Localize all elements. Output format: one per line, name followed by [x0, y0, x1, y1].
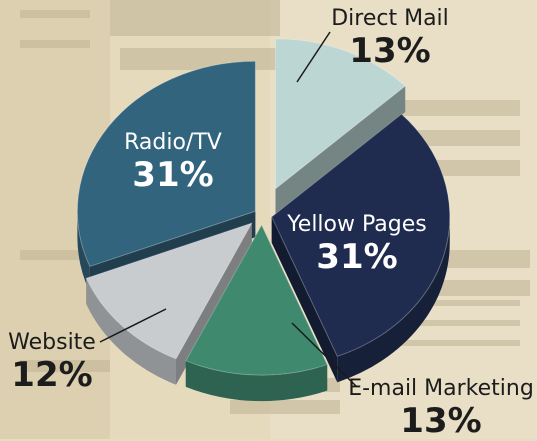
slice-side-email-marketing — [185, 360, 328, 402]
slice-cut-face-website — [176, 223, 252, 385]
slice-percent: 31% — [316, 237, 398, 277]
slice-cut-face-yellow-pages — [271, 216, 338, 383]
slice-percent: 31% — [132, 155, 214, 195]
slice-name: Direct Mail — [331, 6, 449, 31]
slice-name: Yellow Pages — [287, 212, 427, 237]
slice-yellow-pages — [271, 113, 451, 357]
slice-percent: 13% — [349, 31, 431, 71]
slice-percent: 13% — [400, 401, 482, 441]
slice-website — [85, 222, 253, 360]
slice-name: Radio/TV — [124, 130, 222, 155]
slice-label-yellow-pages: Yellow Pages 31% — [282, 212, 432, 277]
slice-label-email-marketing: E-mail Marketing 13% — [348, 376, 534, 441]
leader-line-direct-mail — [296, 31, 331, 83]
slice-label-website: Website 12% — [0, 330, 104, 395]
slice-email-marketing — [185, 224, 328, 376]
slice-direct-mail — [275, 38, 407, 190]
slice-side-yellow-pages — [337, 216, 450, 383]
slice-side-website — [86, 278, 177, 385]
leader-line-website — [99, 308, 167, 343]
leader-line-email-marketing — [291, 322, 357, 387]
slice-name: Website — [8, 330, 96, 355]
slice-percent: 12% — [11, 355, 93, 395]
slice-cut-face-direct-mail — [275, 86, 406, 215]
slice-radio-tv — [76, 60, 256, 268]
slice-name: E-mail Marketing — [348, 376, 534, 401]
slice-label-radio-tv: Radio/TV 31% — [108, 130, 238, 195]
slice-label-direct-mail: Direct Mail 13% — [320, 6, 460, 71]
slice-side-radio-tv — [77, 211, 90, 293]
